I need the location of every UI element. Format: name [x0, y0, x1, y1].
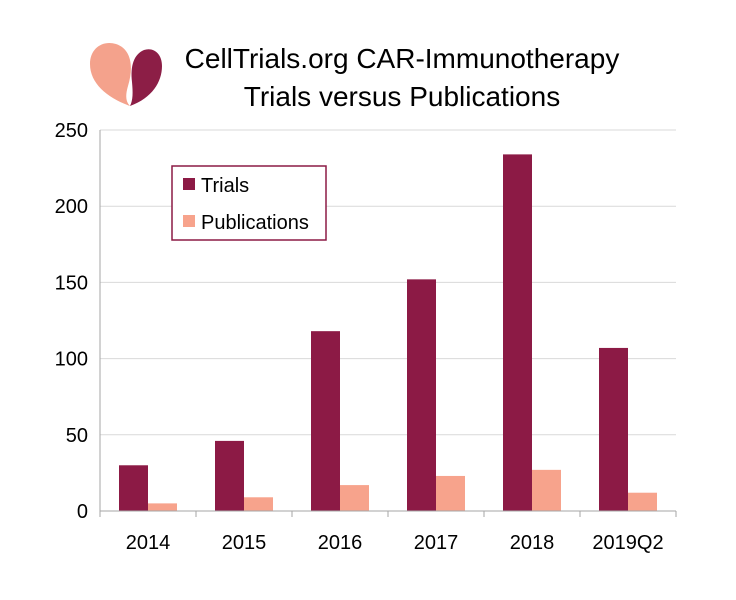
- chart-title-line-2: Trials versus Publications: [244, 81, 560, 112]
- legend: Trials Publications: [171, 165, 327, 241]
- bar-trials-2015: [215, 440, 244, 511]
- bar-publications-2016: [340, 485, 369, 511]
- bar-publications-2014: [148, 503, 177, 511]
- legend-swatch-trials: [183, 178, 195, 190]
- y-tick-label: 0: [77, 501, 88, 523]
- bar-publications-2018: [532, 469, 561, 511]
- bar-trials-2019Q2: [599, 347, 628, 511]
- logo-right-drop: [130, 49, 162, 106]
- celltrials-logo: [90, 42, 162, 106]
- y-tick-label: 100: [55, 349, 88, 371]
- bar-publications-2017: [436, 475, 465, 511]
- y-axis-ticks: 0 50 100 150 200 250: [55, 120, 88, 523]
- bar-trials-2017: [407, 279, 436, 511]
- bar-trials-2016: [311, 331, 340, 511]
- y-tick-label: 200: [55, 196, 88, 218]
- legend-swatch-publications: [183, 215, 195, 227]
- logo-left-drop: [90, 42, 131, 106]
- bar-trials-2014: [119, 465, 148, 511]
- x-tick-label: 2016: [318, 532, 363, 554]
- chart-title-line-1: CellTrials.org CAR-Immunotherapy: [185, 43, 620, 74]
- x-tick-label: 2019Q2: [592, 532, 663, 554]
- y-tick-label: 50: [66, 425, 88, 447]
- legend-label-publications: Publications: [201, 212, 309, 234]
- x-axis-ticks: 2014 2015 2016 2017 2018 2019Q2: [126, 532, 664, 554]
- bars: [119, 154, 657, 511]
- legend-label-trials: Trials: [201, 175, 249, 197]
- legend-box: [171, 165, 327, 241]
- x-tick-label: 2015: [222, 532, 267, 554]
- x-tick-label: 2017: [414, 532, 459, 554]
- x-tick-label: 2014: [126, 532, 171, 554]
- y-tick-label: 150: [55, 272, 88, 294]
- bar-publications-2019Q2: [628, 492, 657, 511]
- y-tick-label: 250: [55, 120, 88, 142]
- bar-publications-2015: [244, 497, 273, 511]
- x-tick-label: 2018: [510, 532, 555, 554]
- bar-trials-2018: [503, 154, 532, 511]
- axes: [99, 130, 677, 517]
